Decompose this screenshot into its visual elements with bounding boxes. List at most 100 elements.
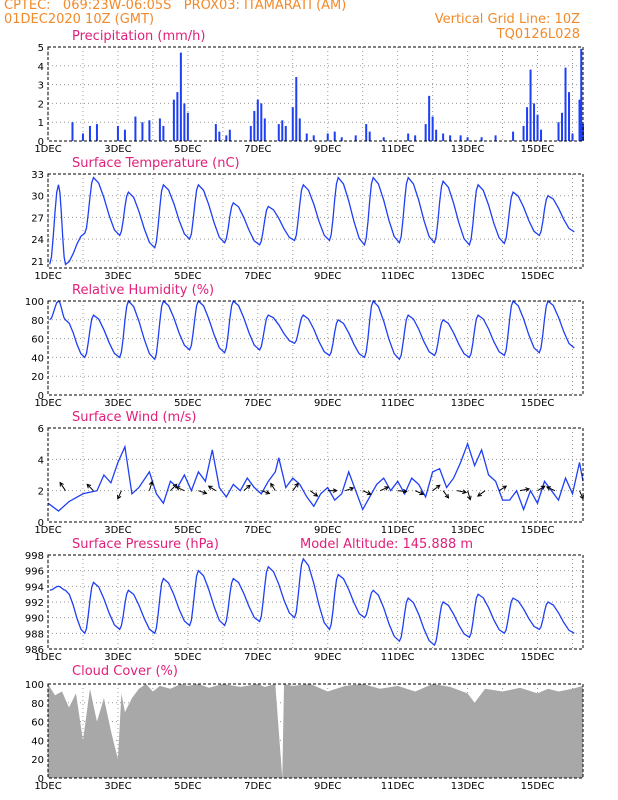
precip-bar <box>88 125 91 141</box>
precip-title: Precipitation (mm/h) <box>72 29 206 44</box>
precip-bar <box>480 137 483 141</box>
temp-y-tick: 33 <box>31 170 44 181</box>
cloud-y-tick: 20 <box>31 755 44 766</box>
temp-y-tick: 21 <box>31 257 44 268</box>
precip-bar <box>281 120 284 141</box>
pres-frame <box>47 554 584 650</box>
header-start-time: 01DEC2020 10Z (GMT) <box>4 12 155 27</box>
cloud-title: Cloud Cover (%) <box>72 664 178 679</box>
pres-x-tick: 11DEC <box>381 652 415 663</box>
precip-bar <box>260 103 263 141</box>
wind-vector-head <box>175 486 181 491</box>
cloud-x-tick: 3DEC <box>104 781 131 792</box>
precip-bar <box>494 135 497 141</box>
wind-vector <box>309 490 318 497</box>
precip-bar <box>526 107 529 141</box>
pres-x-tick: 5DEC <box>174 652 201 663</box>
precip-bar <box>225 135 228 141</box>
precip-bar <box>256 99 259 141</box>
precip-bar <box>431 116 434 141</box>
wind-y-tick: 4 <box>38 455 44 466</box>
precip-bar <box>162 125 165 141</box>
temp-x-tick: 15DEC <box>521 271 555 282</box>
precip-x-tick: 9DEC <box>314 144 341 155</box>
precip-bar <box>536 114 539 141</box>
precip-panel: 0 1 2 3 4 5 1DEC 3DEC 5DEC 7DEC 9DEC 11DEC 13DEC 15DE… <box>34 43 584 155</box>
precip-bar <box>568 92 571 141</box>
cloud-x-tick: 5DEC <box>174 781 201 792</box>
precip-bar <box>564 67 567 141</box>
wind-vector <box>208 485 217 492</box>
rh-frame <box>47 300 584 396</box>
pres-x-tick: 7DEC <box>244 652 271 663</box>
pres-y-tick: 988 <box>25 629 44 640</box>
pres-title: Surface Pressure (hPa) <box>72 537 219 552</box>
wind-vector <box>198 490 207 494</box>
wind-x-tick: 13DEC <box>451 525 485 536</box>
precip-bar <box>253 110 256 141</box>
rh-x-tick: 11DEC <box>381 398 415 409</box>
wind-vector-head <box>246 484 251 490</box>
wind-vector <box>379 486 389 492</box>
wind-vector <box>345 487 354 492</box>
pres-x-tick: 1DEC <box>34 652 61 663</box>
precip-bar <box>123 129 126 141</box>
precip-y-tick: 4 <box>38 62 44 73</box>
wind-vector <box>176 486 185 492</box>
header-location: CPTEC: 069:23W-06:05S PROX03: ITAMARATI … <box>4 0 347 13</box>
precip-bar <box>179 52 182 141</box>
wind-y-tick: 0 <box>38 518 44 529</box>
pres-x-tick: 3DEC <box>104 652 131 663</box>
wind-x-tick: 7DEC <box>244 525 271 536</box>
wind-panel: 0 2 4 6 1DEC 3DEC 5DEC 7DEC 9DEC 11DEC 13DEC 15DEC <box>34 424 584 536</box>
precip-bar <box>277 124 280 141</box>
wind-vector <box>170 484 178 492</box>
wind-vector-head <box>294 482 299 488</box>
precip-bar <box>466 137 469 141</box>
wind-x-tick: 3DEC <box>104 525 131 536</box>
rh-x-tick: 5DEC <box>174 398 201 409</box>
precip-bar <box>368 131 371 141</box>
pres-y-tick: 986 <box>25 645 44 656</box>
wind-vector <box>579 490 584 499</box>
wind-vector-head <box>270 482 275 488</box>
precip-y-tick: 5 <box>38 43 44 54</box>
precip-bar <box>134 116 137 141</box>
precip-bar <box>449 135 452 141</box>
precip-bar <box>312 135 315 141</box>
wind-vector-head <box>540 485 546 490</box>
precip-y-tick: 1 <box>38 118 44 129</box>
temp-x-tick: 3DEC <box>104 271 131 282</box>
precip-bar <box>533 103 536 141</box>
cloud-y-tick: 60 <box>31 718 44 729</box>
wind-x-tick: 5DEC <box>174 525 201 536</box>
cloud-y-tick: 80 <box>31 699 44 710</box>
wind-y-tick: 6 <box>38 424 44 435</box>
rh-y-tick: 0 <box>38 391 44 402</box>
wind-vector-head <box>467 495 472 501</box>
wind-x-tick: 1DEC <box>34 525 61 536</box>
pres-y-tick: 992 <box>25 598 44 609</box>
precip-x-tick: 15DEC <box>521 144 555 155</box>
pres-altitude: Model Altitude: 145.888 m <box>300 537 474 552</box>
precip-bar <box>263 118 266 141</box>
cloud-panel: 0 20 40 60 80 100 1DEC 3DEC 5DEC 7DEC 9DEC 11DEC 13D… <box>25 680 584 792</box>
wind-x-tick: 9DEC <box>314 525 341 536</box>
temp-series-line <box>49 176 575 266</box>
precip-frame <box>47 46 584 142</box>
wind-vector-head <box>477 492 482 497</box>
pres-panel: 986 988 990 992 994 996 998 1DEC 3DEC 5DEC 7DEC 9DE… <box>25 551 584 663</box>
precip-bar <box>354 135 357 141</box>
pres-series-line <box>49 557 575 647</box>
rh-x-tick: 7DEC <box>244 398 271 409</box>
temp-title: Surface Temperature (nC) <box>72 156 240 171</box>
precip-bar <box>529 69 532 141</box>
precip-bar <box>218 131 221 141</box>
wind-vector-head <box>332 488 338 494</box>
temp-x-tick: 1DEC <box>34 271 61 282</box>
wind-vector <box>148 481 153 491</box>
precip-bar <box>71 122 74 141</box>
precip-bar <box>172 99 175 141</box>
precip-bar <box>148 120 151 141</box>
cloud-x-tick: 11DEC <box>381 781 415 792</box>
